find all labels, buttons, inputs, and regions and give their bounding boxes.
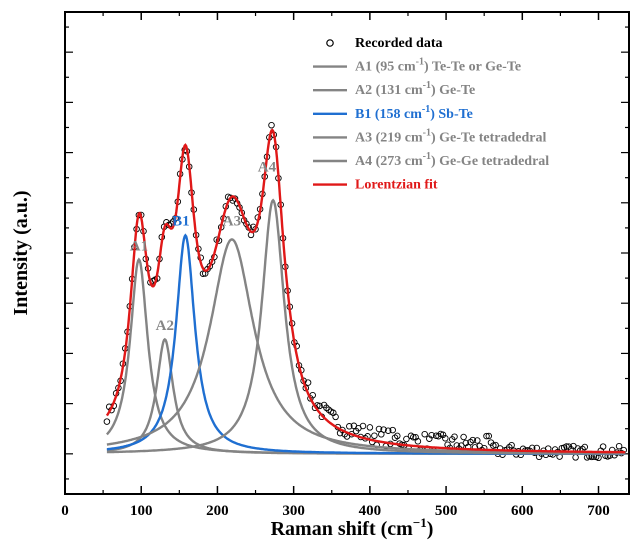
recorded-data-point [304, 379, 312, 386]
recorded-data-point [375, 425, 383, 433]
legend-marker-recorded-data [326, 39, 334, 47]
peak-labels: A1 A2 B1 A3 A4 [130, 160, 277, 334]
recorded-data-point [572, 454, 579, 461]
peak-label-b1: B1 [172, 213, 190, 229]
legend-label: A1 (95 cm-1) Te-Te or Ge-Te [355, 57, 521, 75]
recorded-data-point [428, 431, 435, 439]
legend-label-tail: ) Ge-Te tetradedral [431, 130, 546, 145]
recorded-data-point [442, 435, 449, 442]
legend-label-main: Lorentzian fit [355, 178, 438, 193]
legend-label-tail: ) Sb-Te [430, 107, 473, 122]
component-curve-a1 [106, 257, 626, 455]
peak-label-a1: A1 [130, 238, 148, 254]
legend-label: A2 (131 cm-1) Ge-Te [355, 80, 475, 98]
recorded-data-point [563, 443, 570, 450]
recorded-data-point [332, 413, 339, 421]
x-axis-title-end: ) [427, 518, 434, 540]
legend-label-tail: ) Te-Te or Ge-Te [424, 60, 521, 75]
lorentzian-components [106, 198, 626, 455]
recorded-data-point [469, 436, 477, 444]
legend-label: Recorded data [355, 36, 443, 51]
legend-label-main: A4 (273 cm [355, 154, 423, 169]
legend-label-main: B1 (158 cm [355, 107, 422, 122]
component-curve-a3 [106, 238, 626, 455]
recorded-data-point [421, 430, 428, 438]
x-axis-title-main: Raman shift (cm [271, 518, 414, 540]
legend-label-main: A1 (95 cm [355, 60, 416, 75]
x-axis-title-superscript: −1 [413, 515, 427, 530]
recorded-data-point [414, 438, 422, 445]
peak-label-a3: A3 [223, 213, 241, 229]
recorded-data-point [451, 433, 458, 440]
recorded-data-point [394, 432, 401, 440]
recorded-data-point [490, 442, 497, 449]
recorded-data-point [103, 418, 111, 425]
component-curve-b1 [106, 233, 626, 455]
recorded-data-point [599, 443, 607, 450]
component-curve-a4 [106, 198, 626, 455]
recorded-data-point [460, 433, 467, 441]
x-tick-label: 100 [130, 503, 153, 519]
legend-label-main: A2 (131 cm [355, 83, 423, 98]
lorentzian-fit-curve [105, 128, 626, 454]
legend-label-superscript: -1 [423, 80, 431, 91]
recorded-data-point [581, 443, 589, 451]
recorded-data-point [366, 424, 374, 431]
axis-ticks: 0 100 200 300 400 500 600 700 [61, 12, 629, 519]
legend-label-main: A3 (219 cm [355, 130, 423, 145]
recorded-data-point [410, 433, 417, 441]
legend-label: A3 (219 cm-1) Ge-Te tetradedral [355, 127, 546, 145]
legend-label-superscript: -1 [423, 151, 431, 162]
recorded-data-point [371, 432, 378, 439]
recorded-data-point [316, 402, 323, 410]
x-axis-title: Raman shift (cm−1) [271, 515, 434, 540]
legend-label: B1 (158 cm-1) Sb-Te [355, 104, 473, 122]
legend-label-superscript: -1 [422, 104, 430, 115]
x-tick-label: 400 [359, 503, 382, 519]
recorded-data-point [346, 423, 353, 430]
recorded-data-point [359, 422, 367, 430]
recorded-data-point [435, 432, 442, 440]
peak-label-a4: A4 [258, 160, 277, 176]
legend-label-main: Recorded data [355, 36, 443, 51]
recorded-data-point [615, 442, 623, 450]
recorded-data-point [474, 437, 481, 444]
legend-label-superscript: -1 [423, 127, 431, 138]
legend-label: A4 (273 cm-1) Ge-Ge tetradedral [355, 151, 549, 169]
x-tick-label: 200 [206, 503, 229, 519]
recorded-data-point [403, 435, 410, 443]
legend-label-superscript: -1 [416, 57, 424, 68]
legend-label-tail: ) Ge-Ge tetradedral [431, 154, 549, 169]
recorded-data-point [492, 441, 499, 449]
legend-label-tail: ) Ge-Te [431, 83, 475, 98]
recorded-data-point [199, 270, 207, 277]
component-curve-a2 [106, 337, 626, 455]
axis-titles: Raman shift (cm−1) Intensity (a.u.) [10, 190, 433, 540]
x-tick-label: 500 [435, 503, 458, 519]
legend-label: Lorentzian fit [355, 178, 438, 193]
recorded-data-point [485, 432, 493, 440]
recorded-data-point [483, 432, 490, 440]
peak-label-a2: A2 [156, 318, 174, 334]
recorded-data-point [389, 426, 396, 434]
recorded-data-point [384, 427, 392, 434]
recorded-data-points [103, 121, 627, 462]
x-tick-label: 300 [282, 503, 305, 519]
y-axis-title: Intensity (a.u.) [10, 190, 32, 315]
x-tick-label: 600 [511, 503, 534, 519]
recorded-data-point [432, 432, 440, 439]
x-tick-label: 700 [587, 503, 610, 519]
fit-curve-path [105, 128, 626, 454]
recorded-data-point [508, 441, 515, 449]
recorded-data-point [268, 121, 275, 129]
recorded-data-point [380, 426, 387, 433]
x-tick-label: 0 [61, 503, 69, 519]
